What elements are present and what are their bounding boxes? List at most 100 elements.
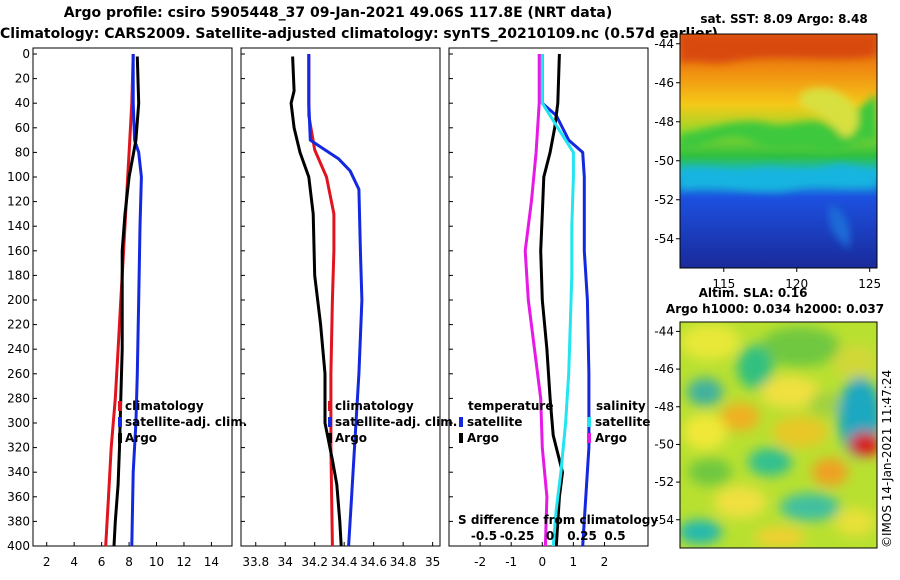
depth-tick-label: 0 <box>22 47 30 61</box>
x-tick-label: -1 <box>505 555 517 569</box>
x-tick-label: 34.2 <box>301 555 328 569</box>
x-tick-label: 12 <box>176 555 191 569</box>
x-tick-label: 8 <box>125 555 133 569</box>
difference-panel-frame <box>448 47 649 547</box>
legend-label-temp-satellite: satellite <box>467 415 522 429</box>
legend-swatch-satellite <box>328 417 332 427</box>
series-line-salinity-argo <box>523 54 549 546</box>
figure-title-line1: Argo profile: csiro 5905448_37 09-Jan-20… <box>63 5 613 21</box>
sst-map: sat. SST: 8.09 Argo: 8.48 -44 -46 -48 -50 -5… <box>654 12 881 291</box>
sla-map: Altim. SLA: 0.16 Argo h1000: 0.034 h2000… <box>654 286 884 549</box>
legend-label-argo: Argo <box>335 431 367 445</box>
depth-tick-label: 20 <box>15 72 30 86</box>
x-tick-label: 2 <box>43 555 51 569</box>
legend-label-argo: Argo <box>125 431 157 445</box>
sla-y-tick-label: -50 <box>654 437 674 451</box>
depth-tick-label: 60 <box>15 121 30 135</box>
x-tick-label: 1 <box>570 555 578 569</box>
sst-map-image <box>680 34 877 268</box>
sla-y-tick-label: -48 <box>654 400 674 414</box>
x-tick-label: 34 <box>278 555 293 569</box>
s-tick-label: -0.25 <box>500 529 535 543</box>
legend-header-temperature: temperature <box>468 399 553 413</box>
sla-y-tick-label: -52 <box>654 475 674 489</box>
x-tick-label: 2 <box>601 555 609 569</box>
sst-y-tick-label: -46 <box>654 76 674 90</box>
salinity-difference-axis: S difference from climatology -0.5 -0.25 0… <box>458 513 658 543</box>
s-difference-axis-label: S difference from climatology <box>458 513 658 527</box>
series-line-satellite-adj-clim- <box>307 54 364 546</box>
legend-swatch-temp-argo <box>459 433 463 443</box>
legend-swatch-climatology <box>118 401 122 411</box>
sst-x-tick-label: 115 <box>712 277 735 291</box>
x-tick-label: -2 <box>474 555 486 569</box>
depth-tick-label: 300 <box>7 416 30 430</box>
depth-tick-label: 140 <box>7 219 30 233</box>
temperature-legend: climatology satellite-adj. clim. Argo <box>118 399 247 445</box>
s-tick-label: 0 <box>546 529 554 543</box>
legend-label-sal-satellite: satellite <box>595 415 650 429</box>
sst-map-title: sat. SST: 8.09 Argo: 8.48 <box>700 12 867 26</box>
legend-swatch-sal-argo <box>587 433 591 443</box>
depth-tick-label: 260 <box>7 367 30 381</box>
sst-y-tick-label: -52 <box>654 193 674 207</box>
sla-y-tick-label: -46 <box>654 362 674 376</box>
sst-y-tick-label: -50 <box>654 154 674 168</box>
credit-text: ©IMOS 14-Jan-2021 11:47:24 <box>880 370 894 548</box>
sla-map-title-line1: Altim. SLA: 0.16 <box>699 286 808 300</box>
depth-tick-label: 340 <box>7 465 30 479</box>
legend-label-temp-argo: Argo <box>467 431 499 445</box>
series-line-climatology <box>307 54 336 546</box>
series-line-salinity-satellite <box>540 54 575 546</box>
legend-header-salinity: salinity <box>596 399 646 413</box>
legend-label-satellite: satellite-adj. clim. <box>335 415 457 429</box>
legend-label-climatology: climatology <box>125 399 204 413</box>
sla-map-image <box>680 322 877 548</box>
x-tick-label: 4 <box>70 555 78 569</box>
depth-tick-label: 360 <box>7 490 30 504</box>
sst-y-tick-label: -44 <box>654 37 674 51</box>
legend-swatch-argo <box>118 433 122 443</box>
depth-tick-label: 80 <box>15 145 30 159</box>
x-axes: 2 4 6 8 10 12 14 33.8 34 34.2 34.4 34.6 34.8 35 -2 -1 0 1… <box>43 542 608 569</box>
depth-tick-label: 320 <box>7 441 30 455</box>
salinity-panel-frame <box>240 47 441 547</box>
legend-swatch-argo <box>328 433 332 443</box>
difference-legend: temperature satellite Argo salinity sate… <box>459 399 650 445</box>
depth-axis: 0 20 40 60 80 100 120 140 160 180 200 220 240 260 280 3… <box>7 47 453 553</box>
depth-tick-label: 400 <box>7 539 30 553</box>
depth-tick-label: 380 <box>7 514 30 528</box>
x-tick-label: 6 <box>98 555 106 569</box>
sst-x-tick-label: 120 <box>785 277 808 291</box>
legend-swatch-temp-satellite <box>459 417 463 427</box>
x-tick-label: 35 <box>425 555 440 569</box>
x-tick-label: 34.6 <box>360 555 387 569</box>
temperature-plot-area <box>104 53 143 546</box>
s-tick-label: 0.5 <box>604 529 625 543</box>
legend-label-sal-argo: Argo <box>595 431 627 445</box>
series-line-argo <box>289 56 343 546</box>
depth-tick-label: 180 <box>7 268 30 282</box>
x-tick-label: 14 <box>204 555 219 569</box>
depth-tick-label: 200 <box>7 293 30 307</box>
depth-tick-label: 220 <box>7 318 30 332</box>
depth-tick-label: 100 <box>7 170 30 184</box>
series-line-temperature-satellite <box>540 54 591 546</box>
sst-x-tick-label: 125 <box>858 277 881 291</box>
legend-swatch-sal-satellite <box>587 417 591 427</box>
difference-plot-area <box>523 53 591 546</box>
legend-label-climatology: climatology <box>335 399 414 413</box>
series-line-satellite-adj-clim- <box>130 54 143 546</box>
x-tick-label: 33.8 <box>242 555 269 569</box>
x-tick-label: 34.4 <box>331 555 358 569</box>
s-tick-label: -0.5 <box>471 529 497 543</box>
legend-label-satellite: satellite-adj. clim. <box>125 415 247 429</box>
depth-tick-label: 120 <box>7 195 30 209</box>
depth-tick-label: 160 <box>7 244 30 258</box>
depth-tick-label: 40 <box>15 96 30 110</box>
sla-y-tick-label: -44 <box>654 324 674 338</box>
legend-swatch-satellite <box>118 417 122 427</box>
sla-y-tick-label: -54 <box>654 513 674 527</box>
sst-y-tick-label: -54 <box>654 232 674 246</box>
